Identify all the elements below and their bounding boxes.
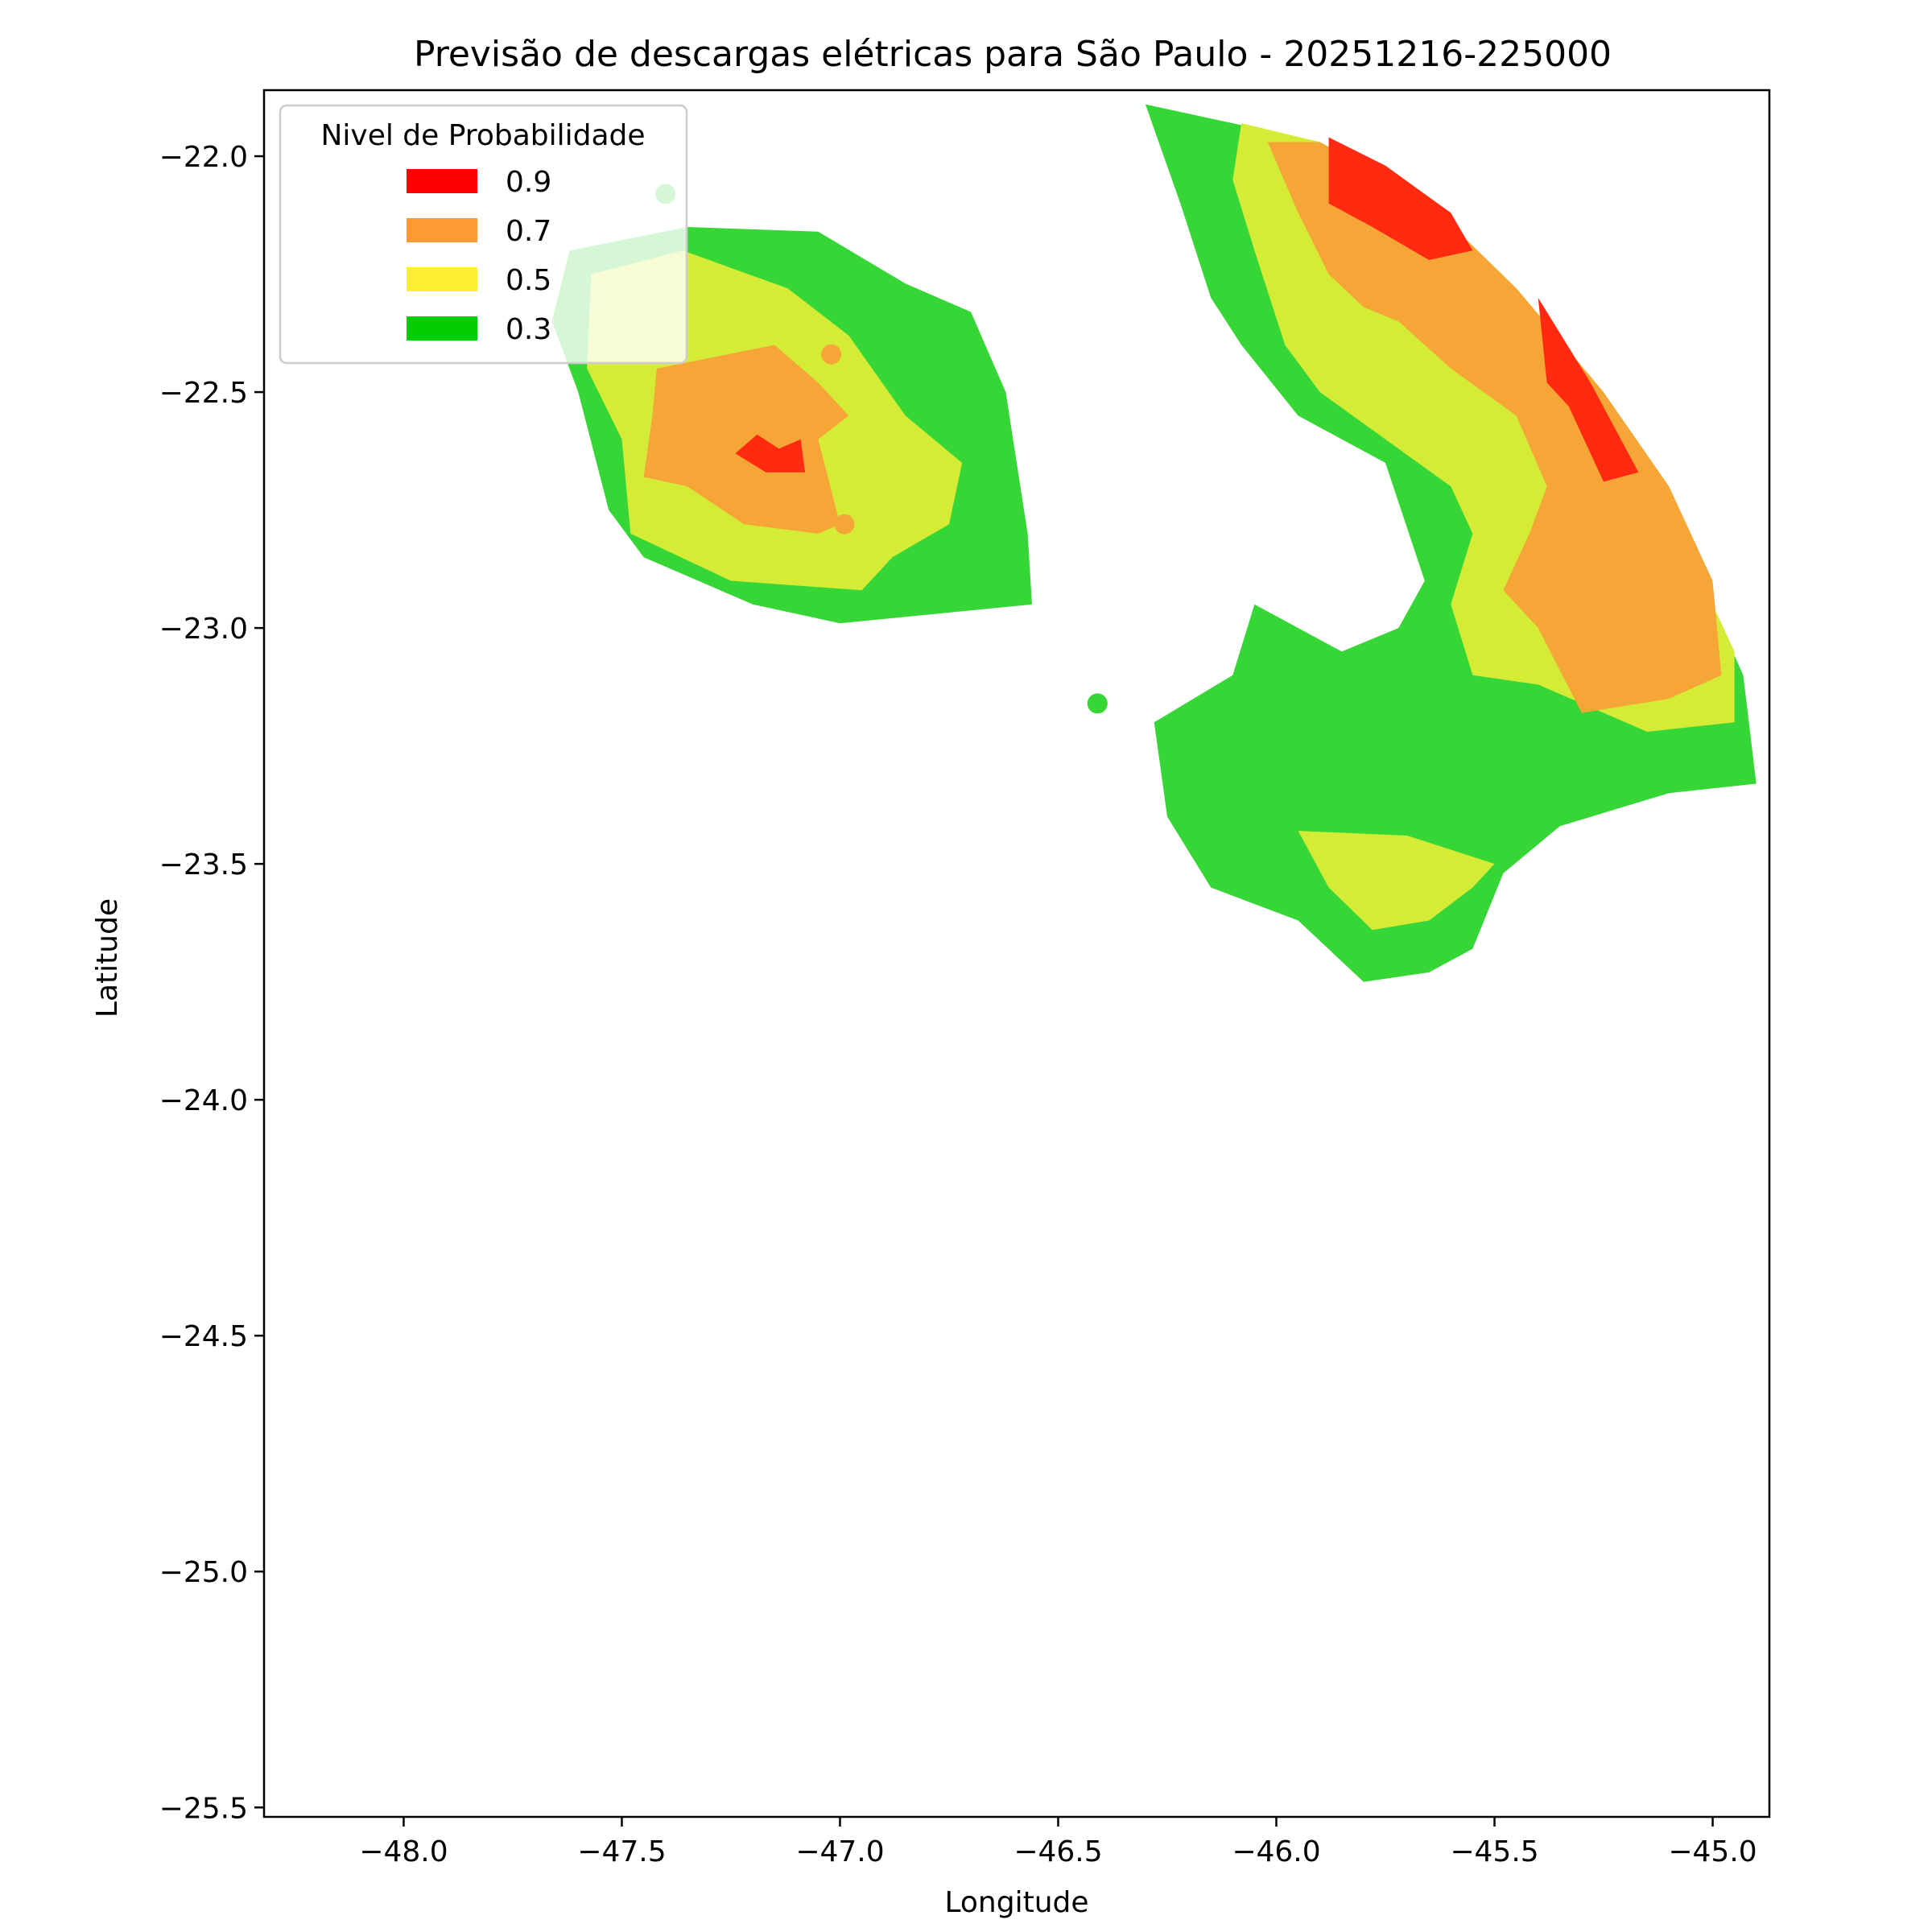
west-cell-level-09-region xyxy=(735,434,806,473)
probability-marker xyxy=(1218,726,1239,747)
y-axis-label: Latitude xyxy=(91,898,124,1018)
y-tick-label: −24.0 xyxy=(159,1084,248,1117)
legend-title: Nivel de Probabilidade xyxy=(320,119,645,152)
probability-marker xyxy=(1087,693,1108,714)
legend-swatch xyxy=(407,267,477,291)
y-axis-ticks: −22.0 −22.5 −23.0 −23.5 −24.0 −24.5 −25.0 −25.5 xyxy=(159,141,264,1825)
plot-frame xyxy=(262,89,1771,1818)
y-tick-label: −22.0 xyxy=(159,141,248,174)
x-tick-label: −47.0 xyxy=(795,1835,884,1868)
legend-entries: 0.9 0.7 0.5 0.3 xyxy=(407,166,551,346)
x-tick-label: −45.0 xyxy=(1668,1835,1757,1868)
x-tick-label: −46.5 xyxy=(1013,1835,1102,1868)
chart-title: Previsão de descargas elétricas para São… xyxy=(414,34,1612,75)
probability-marker xyxy=(1209,778,1230,799)
east-band-level-09-region xyxy=(1328,137,1473,260)
legend-label: 0.7 xyxy=(506,215,551,248)
probability-marker xyxy=(1327,741,1348,761)
y-tick-label: −25.0 xyxy=(159,1556,248,1589)
y-tick-label: −25.5 xyxy=(159,1792,248,1825)
probability-marker xyxy=(821,344,842,365)
x-axis-ticks: −48.0 −47.5 −47.0 −46.5 −46.0 −45.5 −45.0 xyxy=(359,1817,1757,1868)
y-tick-label: −24.5 xyxy=(159,1320,248,1353)
south-tail-level-05-region xyxy=(1298,831,1495,931)
legend-label: 0.9 xyxy=(506,166,551,199)
legend-swatch xyxy=(407,316,477,341)
y-tick-label: −23.5 xyxy=(159,848,248,881)
west-cell-level-07-region xyxy=(643,345,849,534)
x-tick-label: −45.5 xyxy=(1450,1835,1538,1868)
legend-swatch xyxy=(407,169,477,193)
x-tick-label: −47.5 xyxy=(577,1835,666,1868)
probability-marker xyxy=(834,514,855,535)
x-tick-label: −48.0 xyxy=(359,1835,448,1868)
x-tick-label: −46.0 xyxy=(1232,1835,1320,1868)
legend-swatch xyxy=(407,218,477,242)
x-axis-label: Longitude xyxy=(944,1886,1088,1919)
legend-label: 0.3 xyxy=(506,313,551,346)
east-band-level-07-region xyxy=(1267,142,1722,713)
legend-box xyxy=(279,104,688,365)
legend: Nivel de Probabilidade 0.9 0.7 0.5 0.3 xyxy=(279,104,688,365)
y-tick-label: −23.0 xyxy=(159,613,248,646)
y-tick-label: −22.5 xyxy=(159,377,248,410)
east-band-level-09-region xyxy=(1538,297,1639,482)
legend-label: 0.5 xyxy=(506,264,551,297)
